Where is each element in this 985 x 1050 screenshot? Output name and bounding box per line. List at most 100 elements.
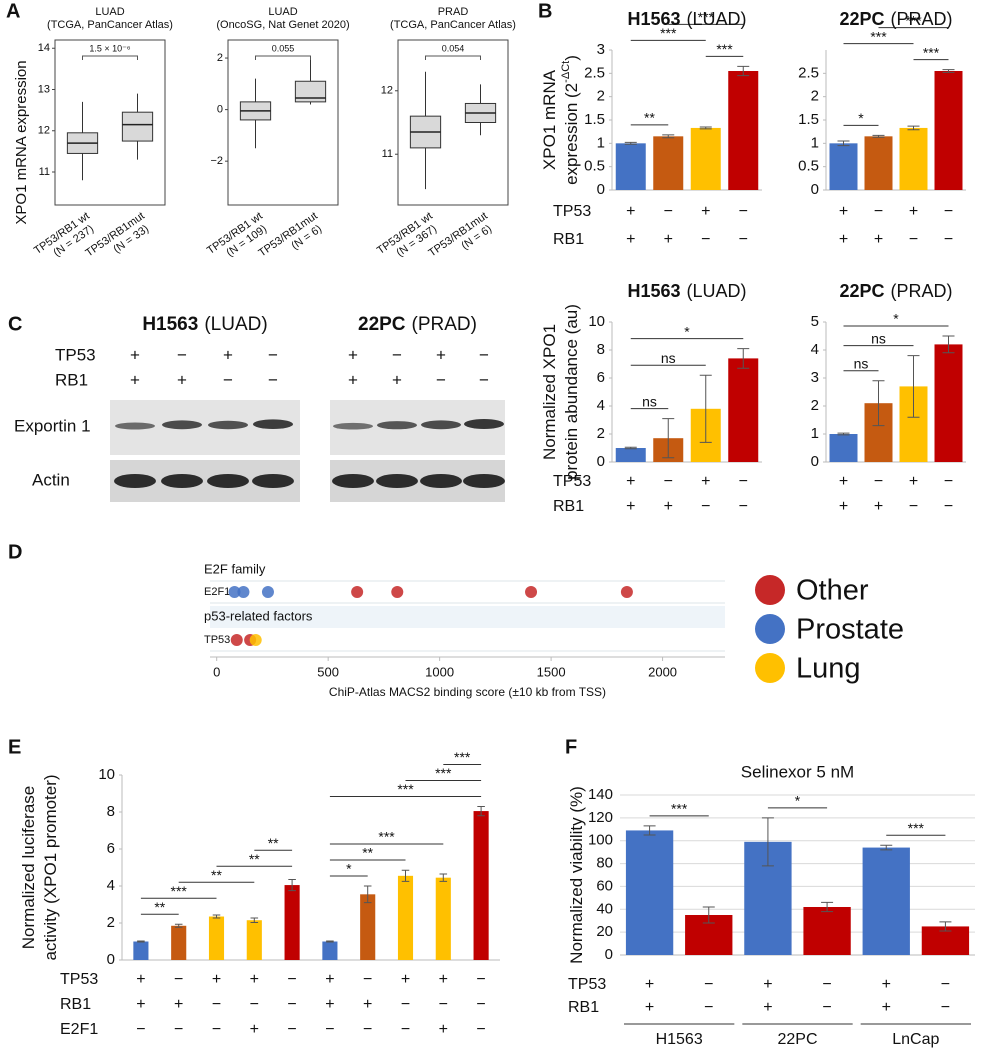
blot-band [252, 474, 294, 488]
box [294, 80, 327, 103]
y-tick-label: −2 [210, 155, 223, 167]
y-tick-label: 2.5 [798, 64, 819, 81]
panel-label: E [8, 736, 21, 758]
genotype-mark: + [401, 971, 410, 988]
y-tick-label: 0 [107, 951, 115, 968]
dot [620, 586, 633, 598]
genotype-mark: + [136, 971, 145, 988]
p-bracket [425, 55, 481, 60]
blot-band [208, 420, 248, 430]
genotype-mark: − [664, 473, 673, 490]
y-tick-label: 0 [597, 453, 605, 470]
y-tick-label: 0 [597, 181, 605, 198]
y-tick-label: 11 [382, 148, 393, 160]
genotype-label: E2F1 [60, 1021, 98, 1038]
bar [862, 847, 910, 955]
bar [246, 920, 262, 960]
genotype-mark: − [268, 345, 278, 364]
y-tick-label: 4 [107, 877, 115, 894]
y-label-line: Normalized XPO1 [540, 324, 559, 460]
y-tick-label: 0 [811, 181, 819, 198]
sig-label: *** [660, 25, 677, 41]
x-tick-label: 500 [317, 664, 339, 679]
panel-label: B [538, 0, 552, 22]
genotype-mark: − [701, 231, 710, 248]
bar [934, 344, 963, 462]
genotype-mark: − [822, 999, 831, 1016]
error-bar [643, 825, 656, 836]
error-bar [702, 906, 715, 924]
genotype-label: RB1 [60, 996, 91, 1013]
title-bold: 22PC [358, 314, 406, 335]
p-value: 1.5 × 10⁻⁶ [89, 43, 131, 53]
error-bar [872, 134, 885, 138]
genotype-mark: − [739, 203, 748, 220]
genotype-mark: + [839, 231, 848, 248]
bar [435, 877, 451, 960]
y-label-line: expression (2 [562, 83, 581, 185]
genotype-label: RB1 [55, 370, 88, 389]
genotype-mark: − [287, 971, 296, 988]
sig-label: *** [716, 41, 733, 57]
genotype-mark: − [874, 473, 883, 490]
genotype-mark: + [874, 231, 883, 248]
genotype-mark: − [436, 370, 446, 389]
blot-band [376, 474, 418, 488]
y-tick-label: 3 [811, 369, 819, 386]
sig-label: *** [397, 781, 414, 797]
y-tick-label: 1 [811, 425, 819, 442]
error-bar [837, 140, 850, 147]
panel-label: C [8, 313, 22, 335]
title-bold: H1563 [142, 314, 198, 335]
genotype-mark: − [212, 996, 221, 1013]
blot-band [333, 422, 373, 430]
group-title: E2F family [204, 561, 266, 576]
bar [899, 127, 928, 190]
blot-band [463, 474, 505, 488]
y-tick-label: 5 [811, 313, 819, 330]
genotype-mark: − [268, 370, 278, 389]
genotype-mark: − [704, 999, 713, 1016]
chart-title: 22PC (PRAD) [839, 281, 952, 301]
y-tick-label: 12 [381, 85, 393, 97]
y-tick-label: 8 [107, 803, 115, 820]
genotype-mark: + [136, 996, 145, 1013]
genotype-mark: + [839, 498, 848, 515]
genotype-mark: − [136, 1021, 145, 1038]
bar [322, 941, 338, 960]
panel-label: D [8, 541, 22, 563]
sig-label: *** [870, 28, 887, 44]
error-bar [939, 921, 952, 932]
sig-label: * [893, 311, 899, 327]
y-axis-label: activity (XPO1 promoter) [41, 774, 60, 960]
blot-band [207, 474, 249, 488]
bar [690, 127, 721, 190]
bar [133, 941, 149, 960]
x-tick-label: 2000 [648, 664, 677, 679]
genotype-mark: − [250, 996, 259, 1013]
genotype-mark: − [739, 473, 748, 490]
y-tick-label: 2 [597, 88, 605, 105]
genotype-mark: + [839, 473, 848, 490]
plot-frame [397, 39, 509, 206]
blot-band [114, 474, 156, 488]
genotype-mark: + [626, 203, 635, 220]
legend-swatch [755, 653, 785, 683]
genotype-mark: + [882, 999, 891, 1016]
bar [829, 434, 858, 462]
y-tick-label: 0 [605, 946, 613, 963]
error-bar [174, 923, 183, 928]
error-bar [907, 355, 920, 418]
x-tick-label: 1000 [425, 664, 454, 679]
panel-label: A [6, 0, 20, 22]
y-tick-label: 1 [811, 134, 819, 151]
y-tick-label: 4 [597, 397, 605, 414]
error-bar [942, 335, 955, 354]
error-bar [363, 885, 372, 904]
error-bar [137, 940, 145, 943]
genotype-mark: − [941, 976, 950, 993]
title-rest: (LUAD) [687, 281, 747, 301]
error-bar [326, 940, 334, 943]
genotype-mark: + [325, 996, 334, 1013]
dot [351, 586, 364, 598]
